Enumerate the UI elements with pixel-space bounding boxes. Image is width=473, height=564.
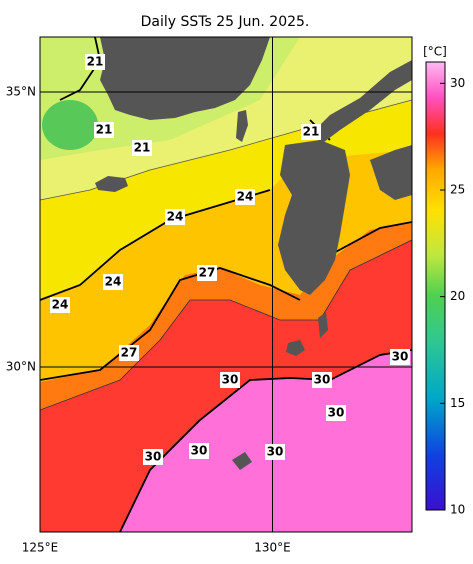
contour-label-box <box>103 274 123 290</box>
land-yakushima <box>286 340 305 356</box>
contour-label: 21 <box>96 123 113 137</box>
colorbar-tick-label: 20 <box>450 289 465 303</box>
longitude-label: 130°E <box>254 541 291 555</box>
contour-label: 30 <box>145 450 162 464</box>
contour-label: 30 <box>328 406 345 420</box>
contour-24 <box>40 189 271 301</box>
colorbar <box>425 61 446 511</box>
land-korea <box>100 37 270 120</box>
contour-label-box <box>265 444 285 460</box>
land-tsushima <box>236 110 248 142</box>
contour-label-box <box>312 372 332 388</box>
latitude-label: 35°N <box>6 85 36 99</box>
land-amami <box>232 452 252 470</box>
contour-label-box <box>165 209 185 225</box>
contour-label-box <box>50 297 70 313</box>
band-19 <box>42 100 98 150</box>
contour-label: 24 <box>105 275 122 289</box>
contour-label: 27 <box>121 346 138 360</box>
land-jeju <box>95 176 128 192</box>
colorbar-unit: [°C] <box>423 45 447 59</box>
contour-label-box <box>189 443 209 459</box>
contour-label: 24 <box>167 210 184 224</box>
contour-label: 24 <box>52 298 69 312</box>
contour-label: 30 <box>314 373 331 387</box>
sst-field <box>40 37 412 532</box>
contour-label-box <box>143 449 163 465</box>
contour-label-box <box>119 345 139 361</box>
land-honshu <box>315 60 412 145</box>
latitude-label: 30°N <box>6 360 36 374</box>
contour-label: 30 <box>267 445 284 459</box>
contour-label: 21 <box>134 141 151 155</box>
contour-label: 27 <box>199 266 216 280</box>
title: Daily SSTs 25 Jun. 2025. <box>141 14 310 30</box>
contour-label: 30 <box>191 444 208 458</box>
contour-label: 24 <box>237 190 254 204</box>
contour-label-box <box>132 140 152 156</box>
longitude-label: 125°E <box>22 541 59 555</box>
land-kyushu <box>278 140 350 295</box>
contour-label-box <box>235 189 255 205</box>
contour-label-box <box>326 405 346 421</box>
contour-label-box <box>197 265 217 281</box>
contour-label: 21 <box>303 125 320 139</box>
colorbar-tick-label: 10 <box>450 503 465 517</box>
contour-label: 30 <box>392 350 409 364</box>
contour-label: 21 <box>87 55 104 69</box>
contour-label-box <box>220 372 240 388</box>
land-tanegashima <box>318 312 328 338</box>
contour-label-box <box>85 54 105 70</box>
contour-label-box <box>390 349 410 365</box>
contour-27 <box>40 221 412 381</box>
contour-label-box <box>94 122 114 138</box>
colorbar-tick-label: 30 <box>450 76 465 90</box>
contour-label-box <box>301 124 321 140</box>
colorbar-tick-label: 25 <box>450 183 465 197</box>
land-shikoku <box>370 145 412 200</box>
colorbar-tick-label: 15 <box>450 396 465 410</box>
contour-label: 30 <box>222 373 239 387</box>
